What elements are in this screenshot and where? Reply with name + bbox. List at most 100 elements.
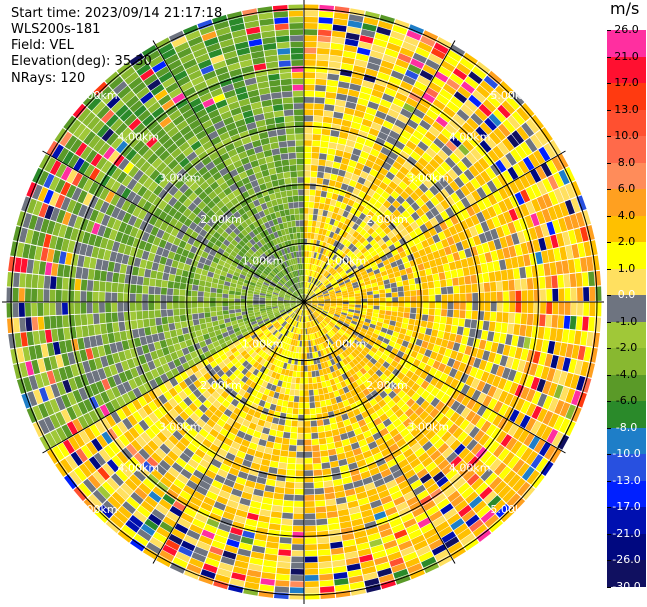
velocity-gate [407,437,418,448]
velocity-gate [293,346,297,353]
velocity-gate [334,440,343,449]
velocity-gate [356,345,363,353]
velocity-gate [505,334,513,346]
velocity-gate [453,477,466,490]
velocity-gate [507,474,521,488]
velocity-gate [392,209,401,218]
velocity-gate [517,231,526,244]
velocity-gate [304,140,312,146]
velocity-gate [365,343,373,350]
velocity-gate [324,272,330,278]
velocity-gate [155,279,162,287]
velocity-gate [422,114,435,126]
velocity-gate [304,10,319,17]
velocity-gate [429,142,441,154]
velocity-gate [383,141,394,151]
velocity-gate [455,211,465,223]
velocity-gate [482,395,493,407]
velocity-gate [315,252,320,259]
velocity-gate [334,286,340,291]
velocity-gate [493,400,504,413]
velocity-gate [340,380,347,388]
velocity-gate [396,534,410,545]
velocity-gate [355,536,369,545]
velocity-gate [315,500,326,507]
velocity-gate [347,430,356,439]
velocity-gate [344,248,351,255]
velocity-gate [301,310,303,316]
velocity-gate [304,16,318,23]
velocity-gate [14,257,22,273]
velocity-gate [330,541,343,549]
velocity-gate [405,69,419,80]
velocity-gate [425,58,440,71]
velocity-gate [401,375,410,385]
velocity-gate [396,338,404,345]
velocity-gate [388,76,402,86]
velocity-gate [301,353,304,359]
velocity-gate [414,512,429,523]
velocity-gate [449,333,457,342]
velocity-gate [18,288,25,302]
velocity-gate [314,339,318,346]
velocity-gate [166,302,173,310]
velocity-gate [316,524,328,532]
velocity-gate [310,292,315,297]
velocity-gate [454,500,468,513]
velocity-gate [363,372,371,380]
velocity-gate [436,427,448,438]
velocity-gate [297,421,304,427]
velocity-gate [510,440,523,455]
velocity-gate [479,486,493,500]
velocity-gate [500,508,515,523]
velocity-gate [418,183,429,193]
velocity-gate [304,494,315,501]
velocity-gate [341,56,355,65]
velocity-gate [415,124,428,136]
velocity-gate [80,279,88,291]
velocity-gate [505,234,514,247]
velocity-gate [12,287,19,302]
velocity-gate [366,235,374,243]
velocity-gate [343,276,350,282]
velocity-gate [494,322,502,333]
velocity-gate [191,296,198,302]
velocity-gate [371,282,378,288]
velocity-gate [469,519,484,533]
velocity-gate [100,323,108,335]
velocity-gate [315,310,321,315]
velocity-gate [318,159,326,166]
velocity-gate [323,334,329,341]
velocity-gate [277,561,291,569]
velocity-gate [312,339,316,346]
velocity-gate [407,324,414,331]
velocity-gate [361,118,373,128]
velocity-gate [519,414,531,429]
velocity-gate [398,181,408,191]
velocity-gate [307,309,310,315]
velocity-gate [468,265,476,275]
velocity-gate [403,312,410,319]
velocity-gate [498,466,512,480]
velocity-gate [517,255,525,268]
velocity-gate [389,277,396,284]
velocity-gate [507,423,519,437]
velocity-gate [332,24,347,32]
velocity-gate [539,276,546,289]
velocity-gate [434,71,449,83]
velocity-gate [151,333,160,343]
velocity-gate [468,71,483,85]
velocity-gate [490,163,502,176]
velocity-gate [402,418,413,428]
velocity-gate [526,403,537,417]
velocity-gate [432,344,441,353]
velocity-gate [363,179,373,188]
velocity-gate [304,232,308,239]
velocity-gate [331,371,338,379]
velocity-gate [330,319,337,325]
velocity-gate [411,86,425,97]
velocity-gate [392,368,400,377]
velocity-gate [392,395,401,404]
velocity-gate [113,331,122,343]
velocity-gate [435,294,442,302]
